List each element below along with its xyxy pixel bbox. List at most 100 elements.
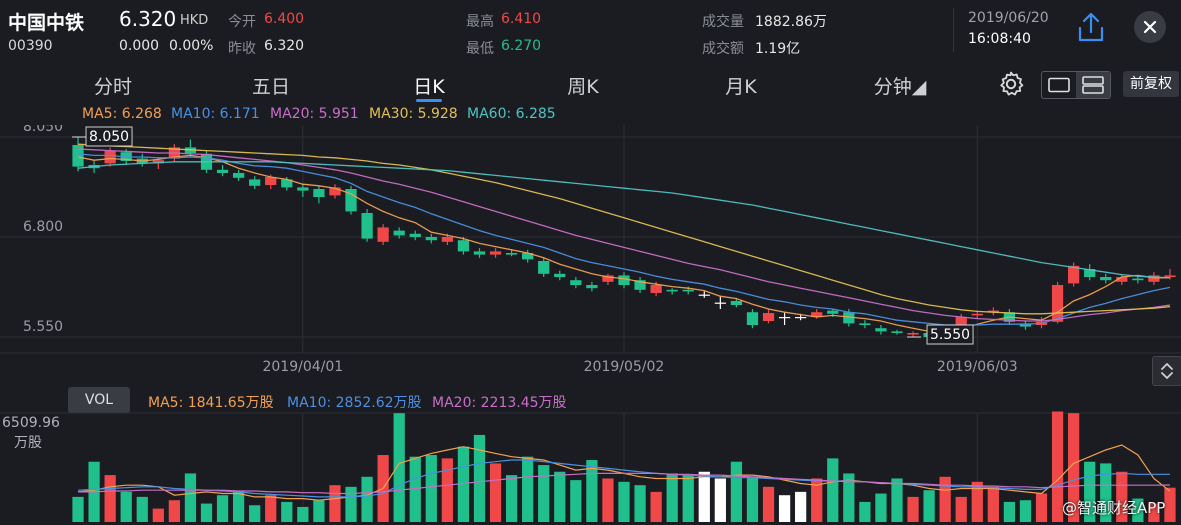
candle-body bbox=[265, 177, 277, 185]
vol-ma10-legend: MA10: 2852.62万股 bbox=[287, 395, 422, 411]
volume-bar bbox=[634, 485, 646, 522]
ma-line-ma60 bbox=[77, 161, 1171, 279]
volume-bar bbox=[104, 475, 116, 522]
volume-bar bbox=[184, 473, 197, 522]
candle-body bbox=[955, 317, 967, 325]
layout-double-button[interactable] bbox=[1076, 72, 1110, 98]
candle-body bbox=[682, 289, 694, 292]
volume-bar bbox=[393, 413, 405, 522]
volume-bar bbox=[875, 493, 887, 522]
close-button[interactable] bbox=[1134, 11, 1166, 43]
high-value: 6.410 bbox=[501, 11, 542, 27]
volume-bar bbox=[1116, 471, 1128, 522]
volume-bar bbox=[746, 476, 759, 522]
candle-body bbox=[666, 289, 678, 292]
ma10-legend: MA10: 6.171 bbox=[171, 106, 260, 122]
volume-bar bbox=[281, 501, 293, 522]
volume-bar bbox=[1068, 413, 1080, 522]
share-icon bbox=[1078, 12, 1104, 42]
candle-body bbox=[618, 275, 630, 285]
volume-bar bbox=[1084, 461, 1096, 522]
ma5-legend: MA5: 6.268 bbox=[82, 106, 162, 122]
chevron-toggle-icon bbox=[1161, 363, 1173, 379]
volume-bar bbox=[698, 471, 710, 522]
ma-line-ma5 bbox=[77, 154, 1170, 333]
candle-body bbox=[987, 310, 999, 313]
candle-body bbox=[249, 179, 261, 186]
volume-bar bbox=[297, 506, 309, 522]
candle-body bbox=[714, 302, 726, 304]
volume-indicator-button[interactable]: VOL bbox=[68, 387, 130, 413]
volume-bar bbox=[538, 465, 550, 522]
volume-chart[interactable] bbox=[0, 405, 1181, 525]
candle-body bbox=[232, 173, 245, 178]
volume-bar bbox=[329, 485, 341, 522]
tab-monthly-k[interactable]: 月K bbox=[725, 76, 757, 98]
volume-bar bbox=[441, 458, 453, 522]
volume-bar bbox=[345, 486, 357, 522]
volume-bar bbox=[1051, 411, 1064, 522]
min-price-marker: 5.550 bbox=[907, 324, 974, 345]
quote-date: 2019/06/20 bbox=[968, 10, 1049, 26]
tab-intraday[interactable]: 分时 bbox=[93, 76, 132, 98]
candle-body bbox=[441, 237, 453, 242]
volume-bar bbox=[1100, 463, 1112, 522]
header-divider bbox=[953, 8, 954, 52]
vol-ma5-legend: MA5: 1841.65万股 bbox=[148, 395, 274, 411]
candle-body bbox=[152, 160, 164, 164]
turnover-value: 1.19亿 bbox=[755, 41, 801, 57]
volume-bar bbox=[232, 491, 245, 522]
low-value: 6.270 bbox=[501, 38, 542, 54]
active-tab-indicator bbox=[416, 99, 442, 102]
volume-bar bbox=[778, 495, 791, 522]
max-price-marker: 8.050 bbox=[72, 126, 133, 147]
tab-daily-k[interactable]: 日K bbox=[413, 76, 445, 98]
volume-bar bbox=[827, 458, 839, 522]
stock-code: 00390 bbox=[8, 38, 53, 54]
price-change: 0.000 bbox=[119, 38, 160, 54]
gear-icon bbox=[1000, 71, 1024, 96]
volume-bar bbox=[249, 505, 261, 522]
volume-bar bbox=[120, 491, 132, 522]
candle-body bbox=[586, 285, 598, 289]
marker-label: 5.550 bbox=[930, 327, 970, 343]
candle-body bbox=[762, 313, 775, 321]
volume-bar bbox=[505, 475, 518, 522]
tab-weekly-k[interactable]: 周K bbox=[567, 76, 599, 98]
tab-five-day[interactable]: 五日 bbox=[251, 76, 290, 98]
volume-bar bbox=[425, 455, 437, 522]
candle-body bbox=[1164, 275, 1176, 277]
candle-body bbox=[730, 301, 743, 305]
volume-bar bbox=[1132, 498, 1144, 522]
collapse-toggle-button[interactable] bbox=[1152, 356, 1181, 386]
candle-body bbox=[409, 233, 421, 237]
candle-body bbox=[1148, 275, 1160, 282]
single-panel-icon bbox=[1047, 77, 1070, 93]
candle-body bbox=[1132, 278, 1144, 281]
volume-bar bbox=[1003, 501, 1016, 522]
volume-bar bbox=[1035, 493, 1048, 522]
layout-single-button[interactable] bbox=[1042, 72, 1075, 98]
volume-bar bbox=[762, 486, 775, 522]
price-chart[interactable]: 8.050 6.800 5.550 2019/04/01 2019/05/02 2019/… bbox=[0, 125, 1181, 377]
volume-bar bbox=[795, 491, 807, 522]
volume-bar bbox=[618, 481, 630, 522]
volume-bar bbox=[361, 476, 373, 522]
candle-body bbox=[329, 187, 341, 196]
candle-body bbox=[457, 240, 470, 252]
ma-line-ma20 bbox=[77, 148, 1171, 322]
candle-body bbox=[538, 261, 550, 274]
candle-body bbox=[393, 230, 405, 236]
adjust-button[interactable]: 前复权 bbox=[1123, 71, 1179, 97]
settings-button[interactable] bbox=[994, 69, 1028, 99]
share-button[interactable] bbox=[1072, 8, 1110, 46]
volume-value: 1882.86万 bbox=[755, 14, 827, 30]
candle-body bbox=[505, 253, 518, 255]
marker-box bbox=[85, 126, 133, 147]
tab-minute[interactable]: 分钟◢ bbox=[873, 76, 927, 98]
volume-bar bbox=[265, 495, 277, 522]
volume-bar bbox=[907, 496, 919, 522]
candle-body bbox=[907, 333, 919, 335]
stock-name: 中国中铁 bbox=[8, 12, 85, 34]
candle-body bbox=[891, 331, 903, 333]
